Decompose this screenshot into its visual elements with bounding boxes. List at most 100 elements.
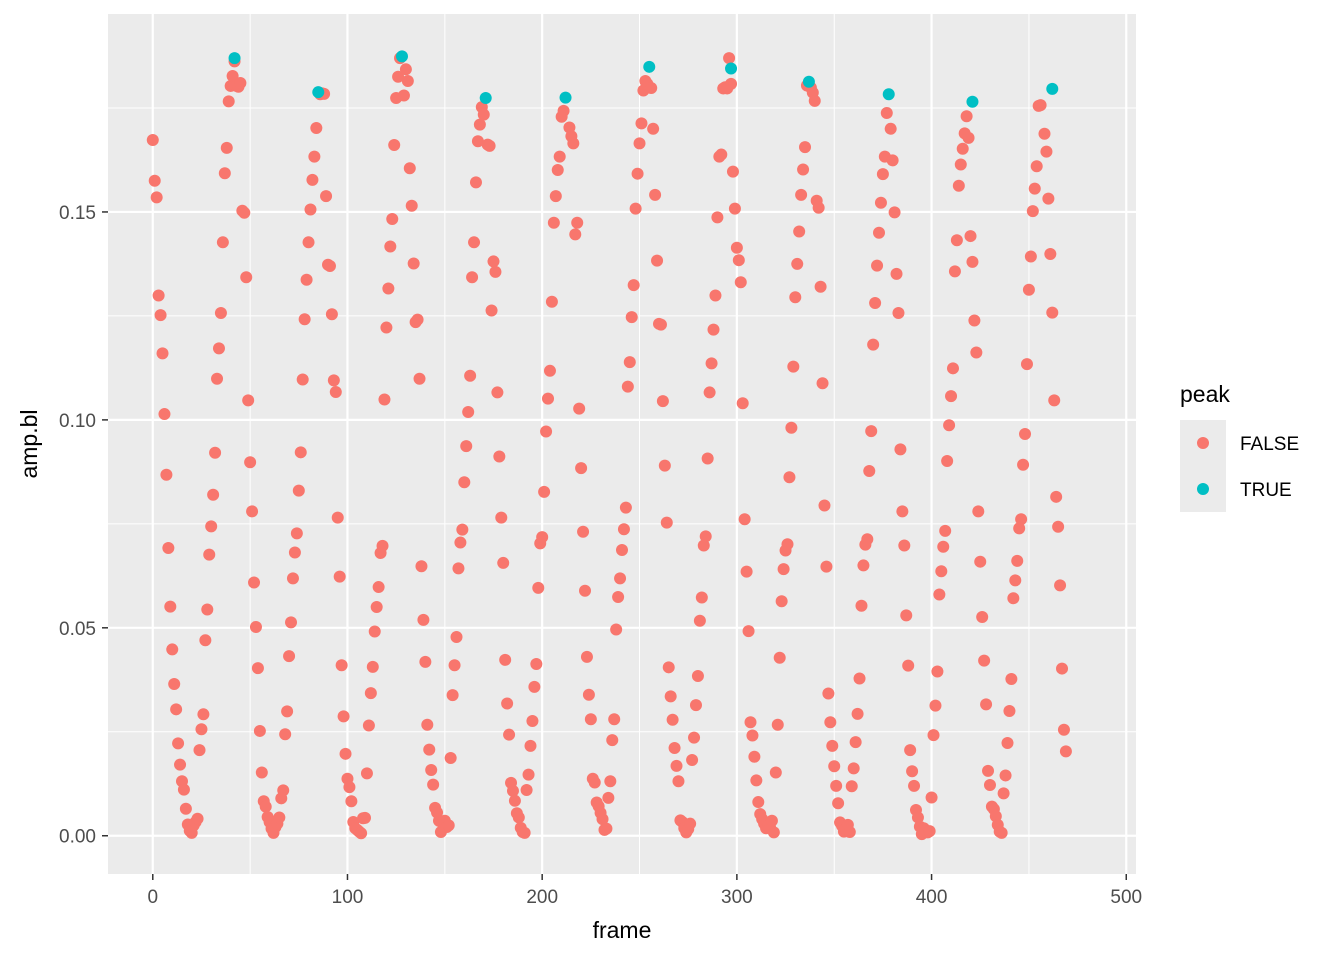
point-false — [886, 154, 899, 167]
point-false — [1046, 306, 1059, 319]
point-false — [933, 588, 946, 601]
point-false — [172, 737, 185, 750]
point-false — [908, 779, 921, 792]
point-false — [874, 196, 887, 209]
point-false — [701, 452, 714, 465]
point-false — [360, 767, 373, 780]
point-false — [520, 783, 533, 796]
point-false — [320, 190, 333, 203]
point-false — [372, 581, 385, 594]
point-true — [725, 62, 738, 75]
point-false — [253, 724, 266, 737]
point-false — [382, 282, 395, 295]
point-false — [797, 163, 810, 176]
point-false — [631, 167, 644, 180]
point-false — [1044, 247, 1057, 260]
legend-dot-false — [1197, 437, 1209, 449]
plot-panel — [108, 14, 1136, 874]
point-false — [205, 520, 218, 533]
point-false — [345, 795, 358, 808]
point-false — [1020, 358, 1033, 371]
x-tick-label: 400 — [916, 887, 948, 908]
point-false — [876, 168, 889, 181]
point-false — [697, 539, 710, 552]
point-false — [170, 703, 183, 716]
point-false — [1019, 428, 1032, 441]
point-false — [419, 655, 432, 668]
point-false — [974, 555, 987, 568]
point-false — [203, 548, 216, 561]
point-false — [941, 455, 954, 468]
x-tick-label: 300 — [721, 887, 753, 908]
point-false — [246, 505, 259, 518]
point-false — [997, 787, 1010, 800]
point-false — [485, 304, 498, 317]
point-true — [882, 88, 895, 101]
point-false — [442, 819, 455, 832]
point-false — [960, 110, 973, 123]
point-false — [689, 699, 702, 712]
point-false — [869, 297, 882, 310]
point-false — [473, 118, 486, 131]
point-false — [826, 739, 839, 752]
point-false — [892, 307, 905, 320]
point-false — [1017, 458, 1030, 471]
point-false — [238, 206, 251, 219]
point-false — [686, 754, 699, 767]
point-false — [150, 191, 163, 204]
point-false — [1022, 283, 1035, 296]
point-false — [508, 794, 521, 807]
grid-minor — [108, 14, 1136, 874]
point-false — [452, 562, 465, 575]
point-false — [691, 670, 704, 683]
point-false — [619, 501, 632, 514]
point-false — [152, 289, 165, 302]
point-false — [602, 791, 615, 804]
point-false — [793, 225, 806, 238]
point-false — [600, 822, 613, 835]
point-false — [943, 419, 956, 432]
point-false — [812, 201, 825, 214]
point-false — [553, 150, 566, 163]
point-false — [201, 603, 214, 616]
point-false — [781, 538, 794, 551]
point-false — [286, 572, 299, 585]
point-false — [730, 241, 743, 254]
point-false — [448, 659, 461, 672]
point-false — [964, 230, 977, 243]
legend-label-false: FALSE — [1240, 434, 1299, 455]
point-false — [596, 813, 609, 826]
point-false — [950, 234, 963, 247]
y-tick-label: 0.10 — [59, 411, 96, 432]
point-false — [695, 591, 708, 604]
y-axis: 0.00 0.05 0.10 0.15 — [59, 203, 108, 848]
point-false — [1059, 745, 1072, 758]
point-false — [399, 63, 412, 76]
point-false — [446, 689, 459, 702]
point-false — [847, 762, 860, 775]
point-false — [923, 825, 936, 838]
point-false — [830, 779, 843, 792]
point-false — [728, 202, 741, 215]
point-false — [277, 784, 290, 797]
point-false — [378, 393, 391, 406]
point-false — [407, 257, 420, 270]
point-false — [506, 784, 519, 797]
point-false — [629, 202, 642, 215]
point-false — [362, 719, 375, 732]
point-false — [421, 718, 434, 731]
point-false — [331, 511, 344, 524]
point-false — [579, 584, 592, 597]
point-false — [547, 216, 560, 229]
point-false — [707, 323, 720, 336]
point-false — [935, 565, 948, 578]
point-false — [871, 259, 884, 272]
point-false — [573, 402, 586, 415]
point-false — [380, 321, 393, 334]
point-false — [621, 380, 634, 393]
point-false — [335, 659, 348, 672]
point-false — [376, 539, 389, 552]
point-false — [627, 279, 640, 292]
point-false — [795, 188, 808, 201]
point-false — [571, 216, 584, 229]
